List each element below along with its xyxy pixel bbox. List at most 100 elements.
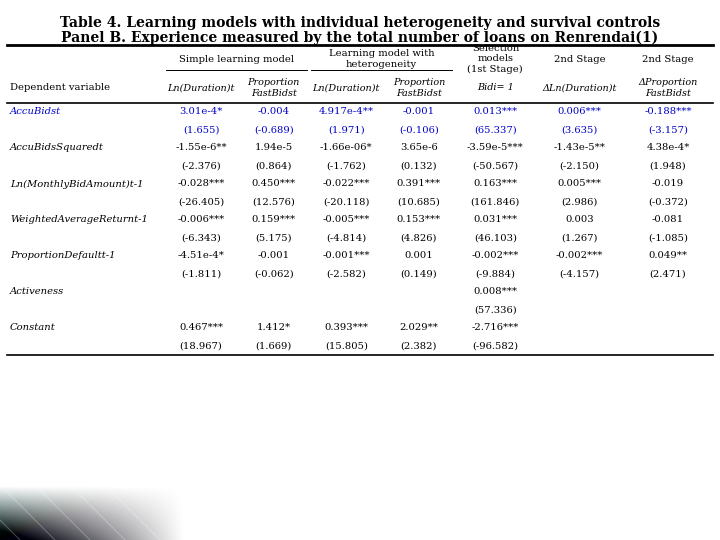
- Text: WeightedAverageReturnt-1: WeightedAverageReturnt-1: [10, 215, 148, 225]
- Text: 0.450***: 0.450***: [252, 179, 296, 188]
- Text: (-0.372): (-0.372): [648, 198, 688, 206]
- Text: AccuBidsSquaredt: AccuBidsSquaredt: [10, 144, 104, 152]
- Text: (-4.814): (-4.814): [326, 233, 366, 242]
- Text: ProportionDefaultt-1: ProportionDefaultt-1: [10, 252, 115, 260]
- Text: -0.001: -0.001: [258, 252, 289, 260]
- Text: Proportion
FastBidst: Proportion FastBidst: [248, 78, 300, 98]
- Text: (-9.884): (-9.884): [475, 269, 516, 279]
- Text: -0.002***: -0.002***: [472, 252, 519, 260]
- Text: 1.94e-5: 1.94e-5: [255, 144, 293, 152]
- Text: 2nd Stage: 2nd Stage: [642, 55, 693, 64]
- Text: Ln(Duration)t: Ln(Duration)t: [312, 84, 380, 92]
- Text: (1.669): (1.669): [256, 341, 292, 350]
- Text: (2.382): (2.382): [400, 341, 437, 350]
- Text: -1.66e-06*: -1.66e-06*: [320, 144, 372, 152]
- Text: (-2.376): (-2.376): [181, 161, 221, 171]
- Text: 2.029**: 2.029**: [400, 323, 438, 333]
- Text: (65.337): (65.337): [474, 125, 517, 134]
- Text: Table 4. Learning models with individual heterogeneity and survival controls: Table 4. Learning models with individual…: [60, 16, 660, 30]
- Text: 0.467***: 0.467***: [179, 323, 223, 333]
- Text: -0.028***: -0.028***: [177, 179, 225, 188]
- Text: Learning model with
heterogeneity: Learning model with heterogeneity: [329, 49, 434, 69]
- Text: AccuBidst: AccuBidst: [10, 107, 61, 117]
- Text: 0.163***: 0.163***: [473, 179, 517, 188]
- Text: Constant: Constant: [10, 323, 55, 333]
- Text: 0.006***: 0.006***: [558, 107, 602, 117]
- Text: -1.43e-5**: -1.43e-5**: [554, 144, 606, 152]
- Text: Activeness: Activeness: [10, 287, 64, 296]
- Text: (0.864): (0.864): [256, 161, 292, 171]
- Text: Proportion
FastBidst: Proportion FastBidst: [392, 78, 445, 98]
- Text: Ln(Duration)t: Ln(Duration)t: [168, 84, 235, 92]
- Text: (161.846): (161.846): [471, 198, 520, 206]
- Text: 0.008***: 0.008***: [473, 287, 517, 296]
- Text: (-3.157): (-3.157): [648, 125, 688, 134]
- Text: (-0.689): (-0.689): [254, 125, 294, 134]
- Text: -0.002***: -0.002***: [556, 252, 603, 260]
- Text: 4.917e-4**: 4.917e-4**: [319, 107, 374, 117]
- Text: (10.685): (10.685): [397, 198, 440, 206]
- Text: 0.153***: 0.153***: [397, 215, 441, 225]
- Text: ΔProportion
FastBidst: ΔProportion FastBidst: [638, 78, 698, 98]
- Text: 0.003: 0.003: [565, 215, 594, 225]
- Text: (12.576): (12.576): [252, 198, 295, 206]
- Text: (2.471): (2.471): [649, 269, 686, 279]
- Text: Bidi= 1: Bidi= 1: [477, 84, 513, 92]
- Text: (-50.567): (-50.567): [472, 161, 518, 171]
- Text: (1.655): (1.655): [183, 125, 220, 134]
- Text: (-6.343): (-6.343): [181, 233, 221, 242]
- Text: (-2.582): (-2.582): [326, 269, 366, 279]
- Text: Ln(MonthlyBidAmount)t-1: Ln(MonthlyBidAmount)t-1: [10, 179, 143, 188]
- Text: 0.005***: 0.005***: [558, 179, 602, 188]
- Text: -0.001: -0.001: [402, 107, 435, 117]
- Text: 0.031***: 0.031***: [473, 215, 518, 225]
- Text: (0.132): (0.132): [400, 161, 437, 171]
- Text: 3.65e-6: 3.65e-6: [400, 144, 438, 152]
- Text: (-0.062): (-0.062): [254, 269, 294, 279]
- Text: 1.412*: 1.412*: [256, 323, 291, 333]
- Text: (2.986): (2.986): [562, 198, 598, 206]
- Text: (4.826): (4.826): [400, 233, 437, 242]
- Text: (-20.118): (-20.118): [323, 198, 369, 206]
- Text: -1.55e-6**: -1.55e-6**: [176, 144, 227, 152]
- Text: 0.393***: 0.393***: [324, 323, 368, 333]
- Text: -3.59e-5***: -3.59e-5***: [467, 144, 523, 152]
- Text: (15.805): (15.805): [325, 341, 368, 350]
- Text: (-1.811): (-1.811): [181, 269, 221, 279]
- Text: -2.716***: -2.716***: [472, 323, 519, 333]
- Text: Dependent variable: Dependent variable: [10, 84, 110, 92]
- Text: -0.006***: -0.006***: [178, 215, 225, 225]
- Text: (5.175): (5.175): [256, 233, 292, 242]
- Text: -0.001***: -0.001***: [323, 252, 370, 260]
- Text: (1.971): (1.971): [328, 125, 364, 134]
- Text: -0.004: -0.004: [258, 107, 289, 117]
- Text: (46.103): (46.103): [474, 233, 517, 242]
- Text: Simple learning model: Simple learning model: [179, 55, 294, 64]
- Text: 4.38e-4*: 4.38e-4*: [647, 144, 690, 152]
- Text: 2nd Stage: 2nd Stage: [554, 55, 606, 64]
- Text: Selection
models
(1st Stage): Selection models (1st Stage): [467, 44, 523, 74]
- Text: (-1.085): (-1.085): [648, 233, 688, 242]
- Text: (-1.762): (-1.762): [326, 161, 366, 171]
- Text: (-4.157): (-4.157): [559, 269, 600, 279]
- Text: Panel B. Experience measured by the total number of loans on Renrendai(1): Panel B. Experience measured by the tota…: [61, 31, 659, 45]
- Text: 0.001: 0.001: [405, 252, 433, 260]
- Text: (-2.150): (-2.150): [559, 161, 600, 171]
- Text: 3.01e-4*: 3.01e-4*: [179, 107, 222, 117]
- Text: -0.188***: -0.188***: [644, 107, 692, 117]
- Text: (1.267): (1.267): [562, 233, 598, 242]
- Text: 0.049**: 0.049**: [649, 252, 688, 260]
- Text: 0.159***: 0.159***: [252, 215, 296, 225]
- Text: 0.391***: 0.391***: [397, 179, 441, 188]
- Text: (-0.106): (-0.106): [399, 125, 438, 134]
- Text: -0.019: -0.019: [652, 179, 684, 188]
- Text: ΔLn(Duration)t: ΔLn(Duration)t: [542, 84, 617, 92]
- Text: -0.005***: -0.005***: [323, 215, 370, 225]
- Text: (57.336): (57.336): [474, 306, 517, 314]
- Text: (18.967): (18.967): [180, 341, 222, 350]
- Text: (-26.405): (-26.405): [178, 198, 224, 206]
- Text: (0.149): (0.149): [400, 269, 437, 279]
- Text: 0.013***: 0.013***: [473, 107, 518, 117]
- Text: -0.022***: -0.022***: [323, 179, 370, 188]
- Text: (3.635): (3.635): [562, 125, 598, 134]
